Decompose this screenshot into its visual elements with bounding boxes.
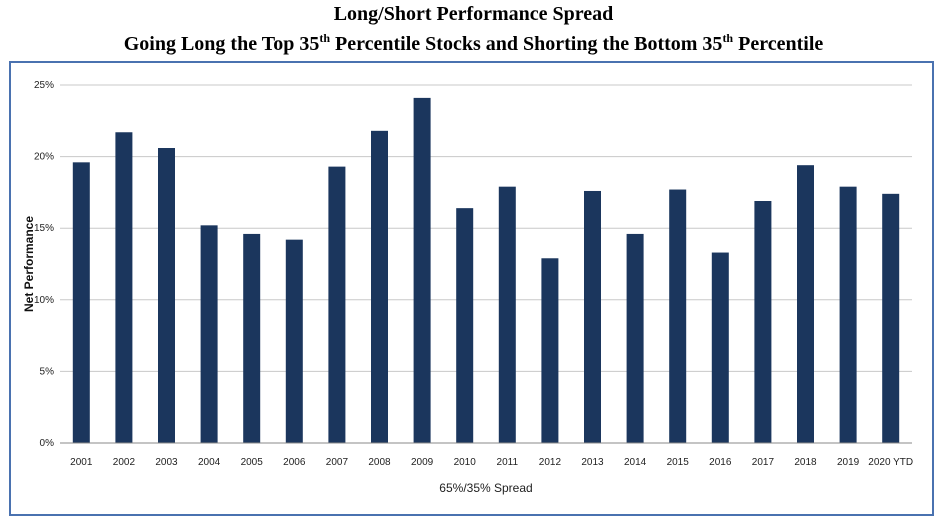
y-tick-labels: 0% 5% 10% 15% 20% 25% [34, 80, 54, 449]
x-tick-label: 2009 [411, 457, 434, 468]
bar-2012 [541, 258, 559, 443]
bar-2014 [626, 233, 644, 443]
bar-2016 [711, 252, 729, 443]
subtitle-part-1: Going Long the Top 35 [123, 33, 320, 55]
x-tick-label: 2003 [155, 457, 178, 468]
y-tick-label: 5% [40, 366, 55, 377]
bar-2011 [498, 186, 516, 443]
subtitle-sup-2: th [722, 31, 734, 45]
bar-2008 [371, 130, 388, 443]
chart-title: Long/Short Performance Spread [333, 3, 614, 25]
y-tick-label: 10% [34, 295, 54, 306]
x-tick-label: 2001 [70, 457, 93, 468]
bar-2017 [754, 200, 772, 443]
bar-2005 [243, 233, 261, 443]
x-tick-label: 2012 [539, 457, 562, 468]
bar-2004 [200, 225, 218, 443]
x-axis-title: 65%/35% Spread [439, 481, 532, 495]
bar-2007 [328, 166, 346, 443]
bar-2015 [669, 189, 687, 443]
x-tick-label: 2017 [752, 457, 775, 468]
x-tick-label: 2004 [198, 457, 221, 468]
x-tick-label: 2008 [368, 457, 391, 468]
x-tick-label: 2018 [794, 457, 817, 468]
subtitle-part-3: Percentile [733, 33, 824, 55]
y-tick-label: 25% [34, 80, 54, 91]
bar-2010 [456, 208, 474, 443]
bar-2019 [839, 186, 857, 443]
x-tick-label: 2015 [667, 457, 690, 468]
x-tick-label: 2013 [581, 457, 604, 468]
bar-2002 [115, 132, 133, 444]
x-tick-label: 2020 YTD [868, 457, 913, 468]
bar-2013 [584, 190, 601, 443]
x-tick-label: 2010 [454, 457, 477, 468]
x-tick-labels: 2001 2002 2003 2004 2005 2006 2007 2008 2009 2010… [70, 457, 913, 468]
bar-2018 [797, 165, 814, 443]
x-tick-label: 2014 [624, 457, 647, 468]
x-tick-label: 2019 [837, 457, 860, 468]
x-tick-label: 2005 [241, 457, 264, 468]
x-tick-label: 2002 [113, 457, 136, 468]
bar-2003 [158, 148, 175, 443]
bars [72, 97, 900, 444]
y-tick-label: 15% [34, 223, 54, 234]
y-axis-title: Net Performance [22, 216, 36, 312]
subtitle-sup-1: th [319, 31, 331, 45]
subtitle-part-2: Percentile Stocks and Shorting the Botto… [330, 33, 723, 55]
bar-2006 [285, 239, 303, 443]
gridlines [60, 84, 912, 444]
y-tick-label: 0% [40, 438, 55, 449]
x-tick-label: 2016 [709, 457, 732, 468]
chart-subtitle: Going Long the Top 35th Percentile Stock… [0, 25, 947, 57]
x-tick-label: 2007 [326, 457, 349, 468]
bar-2009 [413, 97, 431, 443]
x-tick-label: 2006 [283, 457, 306, 468]
x-tick-label: 2011 [497, 457, 519, 468]
bar-2001 [72, 162, 90, 443]
bar-2020-ytd [882, 193, 900, 443]
y-tick-label: 20% [34, 152, 54, 163]
